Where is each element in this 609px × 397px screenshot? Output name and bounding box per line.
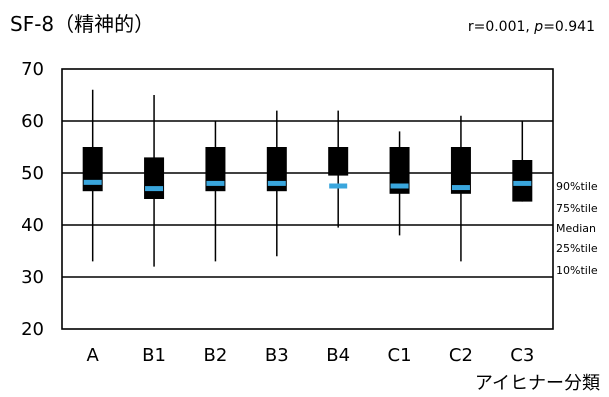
stat-p-value: =0.941	[543, 19, 595, 35]
category-label: B3	[265, 345, 289, 366]
category-label: B1	[142, 345, 166, 366]
category-label: B4	[326, 345, 350, 366]
median-mark	[390, 183, 409, 189]
y-axis-ticks: 20 30 40 50 60 70	[21, 59, 44, 340]
median-mark	[451, 185, 470, 191]
legend-item: 10%tile	[556, 264, 598, 277]
box	[266, 147, 287, 192]
box	[205, 147, 226, 192]
x-axis-label: アイヒナー分類	[475, 373, 600, 394]
y-tick-label: 70	[21, 59, 44, 80]
category-label: C3	[510, 345, 534, 366]
y-tick-label: 30	[21, 267, 44, 288]
category-label: C2	[449, 345, 473, 366]
y-tick-label: 40	[21, 215, 44, 236]
median-mark	[145, 186, 164, 192]
box	[328, 147, 349, 176]
category-label: A	[87, 345, 100, 366]
legend-item: Median	[556, 222, 596, 235]
category-label: C1	[388, 345, 412, 366]
legend: 90%tile 75%tile Median 25%tile 10%tile	[556, 180, 598, 277]
category-label: B2	[204, 345, 228, 366]
box	[389, 147, 410, 194]
boxes	[82, 89, 533, 267]
median-mark	[267, 180, 286, 186]
stat-p-label: p	[533, 19, 543, 35]
median-mark	[206, 180, 225, 186]
plot-frame	[61, 68, 554, 330]
legend-item: 25%tile	[556, 242, 598, 255]
legend-item: 75%tile	[556, 202, 598, 215]
grid-lines	[62, 120, 553, 278]
median-mark	[329, 183, 348, 189]
stat-r: r=0.001,	[468, 19, 534, 35]
stat-annotation: r=0.001, p=0.941	[468, 19, 595, 35]
chart-title: SF-8（精神的）	[10, 12, 154, 36]
y-tick-label: 50	[21, 163, 44, 184]
median-mark	[83, 179, 102, 185]
y-tick-label: 20	[21, 319, 44, 340]
legend-item: 90%tile	[556, 180, 598, 193]
y-tick-label: 60	[21, 111, 44, 132]
median-mark	[513, 180, 532, 186]
box	[450, 147, 471, 194]
box	[144, 157, 165, 199]
category-labels: A B1 B2 B3 B4 C1 C2 C3	[87, 345, 535, 366]
box	[512, 160, 533, 202]
